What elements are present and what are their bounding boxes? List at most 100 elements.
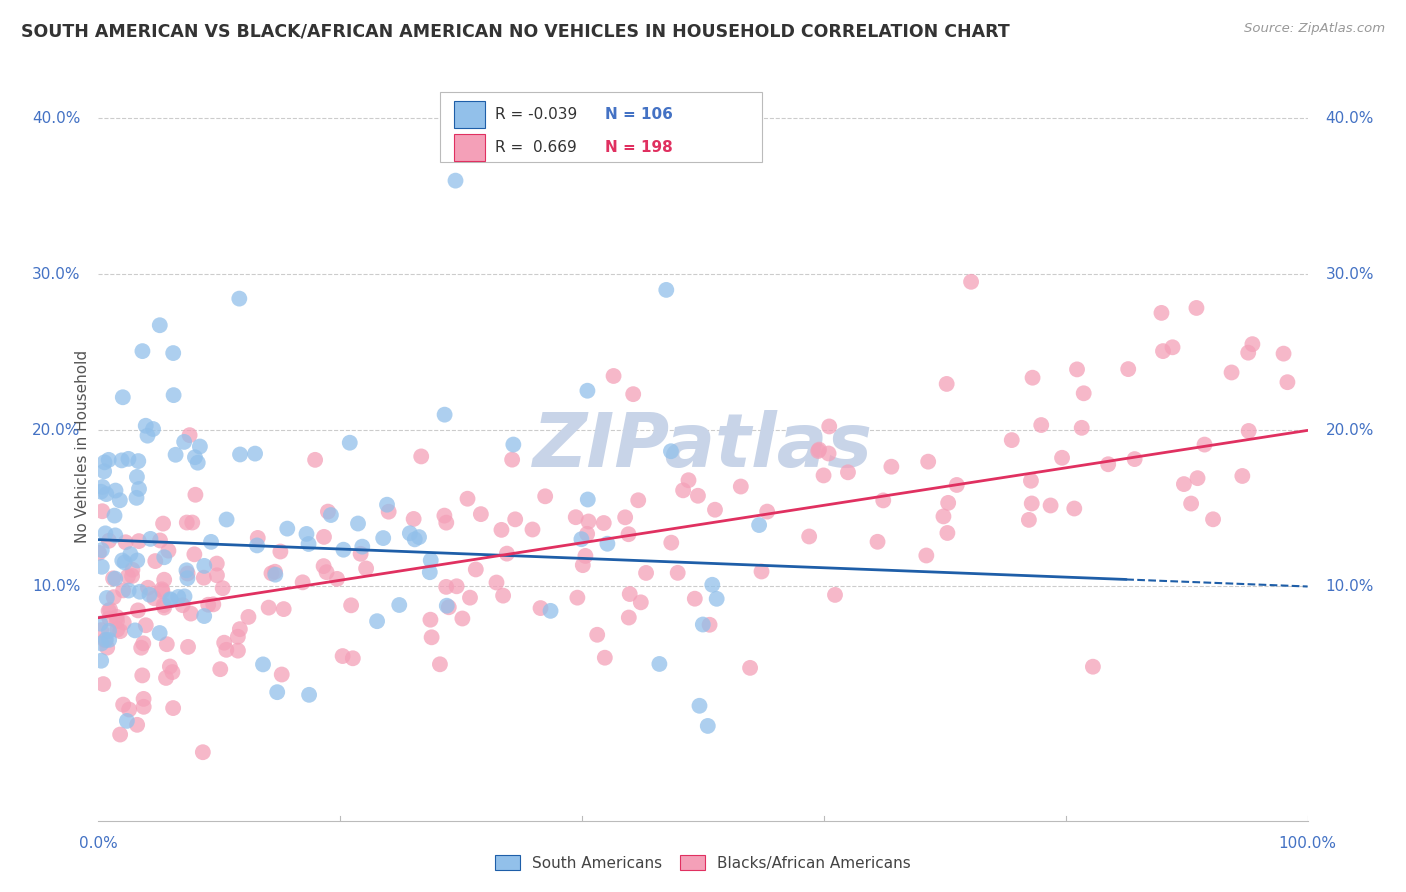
Point	[451, 611, 474, 625]
Point	[176, 566, 198, 581]
Point	[176, 571, 198, 585]
Point	[491, 523, 513, 537]
Point	[149, 533, 172, 548]
Text: 0.0%: 0.0%	[79, 837, 118, 851]
Point	[437, 600, 460, 615]
Point	[97, 453, 120, 467]
Point	[326, 572, 349, 586]
Point	[347, 516, 370, 531]
Point	[567, 591, 589, 605]
Point	[105, 623, 128, 637]
Point	[90, 623, 112, 637]
Point	[150, 582, 173, 597]
Point	[630, 595, 652, 609]
Point	[108, 493, 131, 508]
Point	[162, 701, 184, 715]
Point	[257, 600, 280, 615]
Text: 10.0%: 10.0%	[32, 579, 80, 594]
Point	[1021, 370, 1043, 384]
Point	[90, 543, 112, 558]
Point	[683, 591, 706, 606]
Point	[702, 578, 724, 592]
Point	[1021, 496, 1043, 510]
Point	[429, 657, 451, 672]
Text: N = 106: N = 106	[605, 107, 672, 122]
Point	[103, 590, 125, 604]
Point	[112, 583, 135, 598]
Point	[172, 598, 194, 612]
Point	[696, 719, 718, 733]
Point	[108, 727, 131, 741]
Point	[98, 624, 121, 638]
Point	[98, 611, 121, 625]
Text: 40.0%: 40.0%	[32, 111, 80, 126]
Point	[596, 537, 619, 551]
Point	[173, 434, 195, 449]
Point	[188, 440, 211, 454]
Point	[152, 584, 174, 599]
Point	[932, 509, 955, 524]
Point	[419, 565, 441, 579]
Point	[1180, 497, 1202, 511]
Point	[111, 390, 134, 404]
Point	[373, 531, 395, 545]
Point	[614, 510, 637, 524]
Point	[176, 563, 198, 577]
Point	[152, 516, 174, 531]
Text: N = 198: N = 198	[605, 140, 672, 155]
Point	[352, 540, 374, 554]
Point	[205, 568, 228, 582]
Point	[96, 591, 118, 605]
Point	[270, 667, 292, 681]
Point	[131, 668, 153, 682]
Point	[496, 547, 519, 561]
Point	[264, 565, 287, 579]
Point	[446, 579, 468, 593]
Point	[699, 617, 721, 632]
Point	[748, 518, 770, 533]
Point	[183, 547, 205, 561]
Point	[202, 598, 225, 612]
Point	[228, 292, 250, 306]
Text: R = -0.039: R = -0.039	[495, 107, 576, 122]
Point	[136, 428, 159, 442]
Point	[866, 534, 889, 549]
Point	[91, 504, 114, 518]
Point	[419, 553, 441, 567]
Point	[197, 598, 219, 612]
Point	[162, 388, 184, 402]
Point	[434, 516, 457, 530]
Point	[96, 487, 118, 501]
Point	[617, 527, 640, 541]
Point	[266, 685, 288, 699]
Point	[193, 558, 215, 573]
Point	[1066, 362, 1088, 376]
Point	[586, 628, 609, 642]
Legend: South Americans, Blacks/African Americans: South Americans, Blacks/African American…	[489, 849, 917, 877]
Point	[94, 632, 117, 647]
Point	[246, 538, 269, 552]
Point	[112, 615, 135, 630]
Point	[1161, 340, 1184, 354]
Point	[125, 491, 148, 505]
Point	[114, 556, 136, 570]
Point	[87, 546, 110, 560]
Point	[817, 446, 839, 460]
Point	[1097, 457, 1119, 471]
Point	[799, 529, 821, 543]
Point	[738, 661, 761, 675]
Point	[155, 671, 177, 685]
Point	[576, 384, 599, 398]
Point	[1001, 433, 1024, 447]
Point	[529, 601, 551, 615]
Point	[105, 610, 128, 624]
Point	[686, 489, 709, 503]
Point	[176, 516, 198, 530]
Point	[503, 512, 526, 526]
Point	[129, 640, 152, 655]
Point	[118, 702, 141, 716]
Point	[298, 688, 321, 702]
Point	[105, 614, 128, 628]
Point	[592, 516, 614, 530]
Point	[342, 651, 364, 665]
